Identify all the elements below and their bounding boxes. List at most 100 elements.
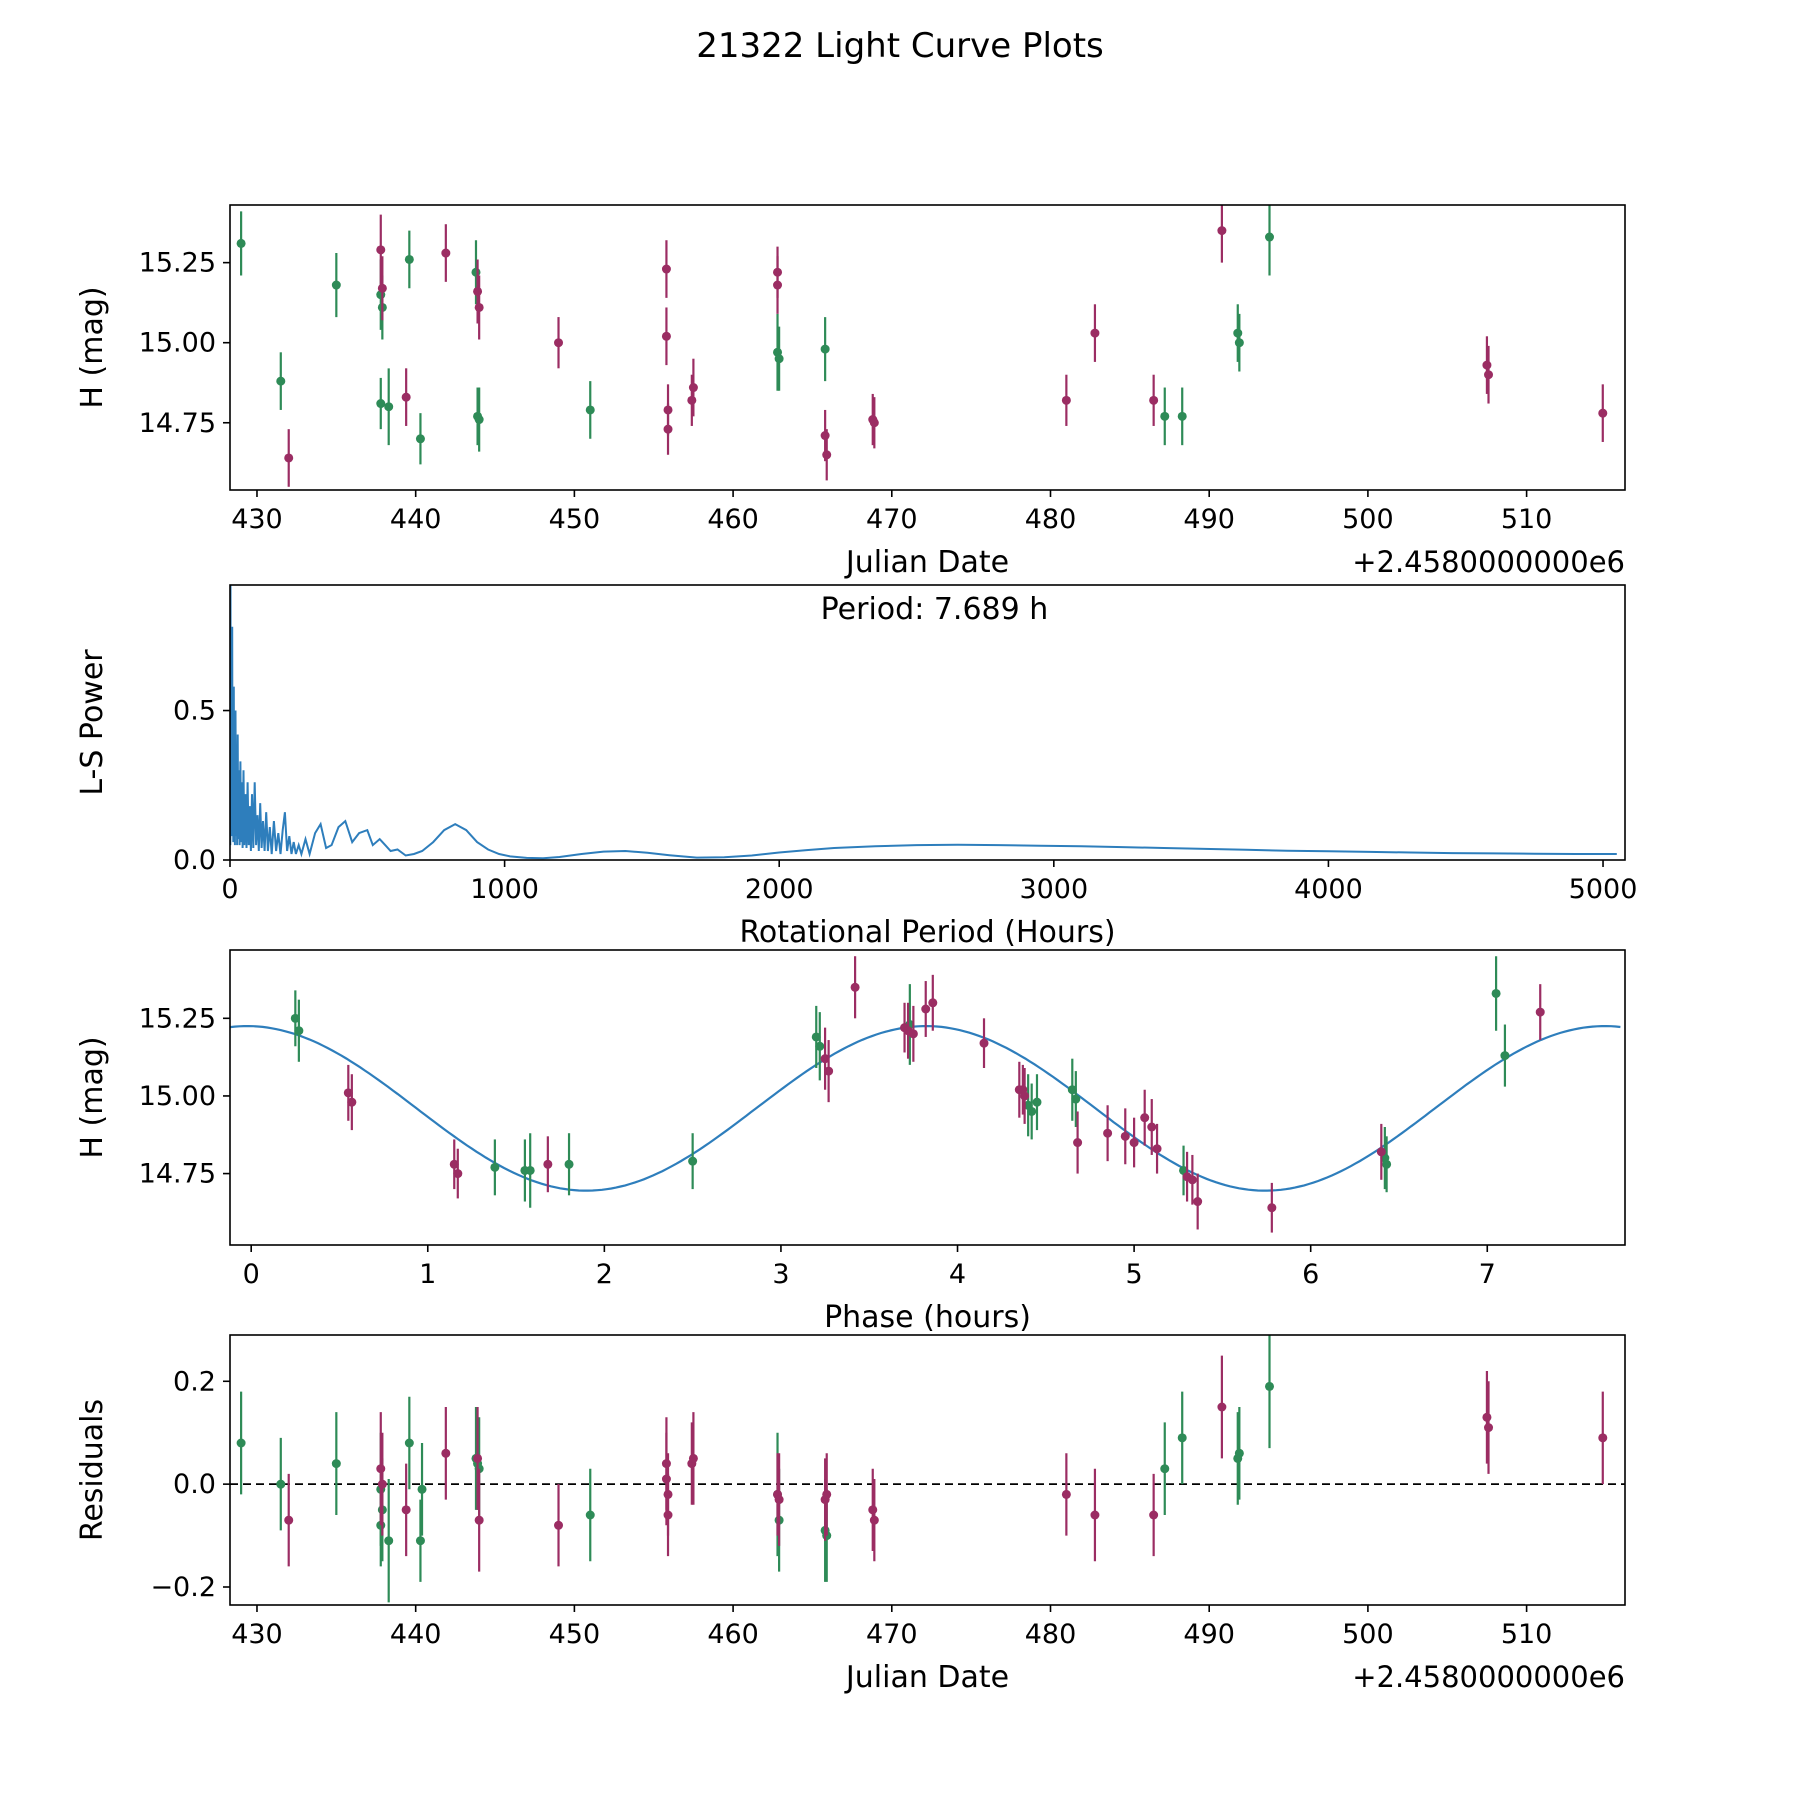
data-point (401, 1505, 411, 1515)
data-point (1061, 1489, 1071, 1499)
purple-observations (343, 956, 1545, 1233)
data-point (822, 450, 832, 460)
data-point (824, 1066, 834, 1076)
x-tick-label: 470 (866, 504, 918, 535)
data-point (1090, 1510, 1100, 1520)
data-point (908, 1029, 918, 1039)
data-point (449, 1159, 459, 1169)
purple-observations (284, 205, 1608, 487)
period-annotation: Period: 7.689 h (821, 592, 1049, 627)
data-point (1234, 338, 1244, 348)
x-tick-label: 0 (243, 1259, 260, 1290)
y-tick-label: 14.75 (139, 1159, 216, 1190)
data-point (276, 376, 286, 386)
y-tick-label: 0.2 (173, 1366, 216, 1397)
phased-light-curve-plot-area (230, 956, 1621, 1233)
data-point (343, 1088, 353, 1098)
data-point (661, 331, 671, 341)
data-point (688, 1156, 698, 1166)
data-point (331, 280, 341, 290)
x-axis-offset-label: +2.4580000000e6 (1352, 1660, 1625, 1694)
data-point (1187, 1175, 1197, 1185)
data-point (1265, 1381, 1275, 1391)
periodogram-curve (230, 585, 1617, 860)
data-point (1267, 1203, 1277, 1213)
x-tick-label: 0 (221, 874, 238, 905)
subplot-periodogram: 0 1000 2000 3000 4000 5000 0.0 0.5 Rotational Pe… (75, 584, 1638, 950)
y-tick-label: 0.5 (173, 696, 216, 727)
data-point (453, 1169, 463, 1179)
x-tick-label: 490 (1183, 1619, 1235, 1650)
data-point (1482, 360, 1492, 370)
data-point (688, 383, 698, 393)
data-point (1598, 1433, 1608, 1443)
data-point (471, 267, 481, 277)
data-point (1217, 226, 1227, 236)
data-point (1484, 370, 1494, 380)
data-point (822, 1489, 832, 1499)
data-point (1217, 1402, 1227, 1412)
x-axis-label: Phase (hours) (824, 1300, 1031, 1335)
x-tick-label: 480 (1025, 504, 1077, 535)
data-point (1233, 328, 1243, 338)
data-point (1103, 1128, 1113, 1138)
x-axis-label: Julian Date (844, 545, 1009, 580)
x-tick-label: 440 (390, 1619, 442, 1650)
data-point (1376, 1147, 1386, 1157)
data-point (663, 424, 673, 434)
x-tick-label: 4 (949, 1259, 966, 1290)
x-tick-label: 2 (596, 1259, 613, 1290)
data-point (554, 338, 564, 348)
data-point (376, 245, 386, 255)
x-tick-label: 1 (419, 1259, 436, 1290)
data-point (1061, 395, 1071, 405)
residuals-axes-frame (229, 1334, 1626, 1606)
data-point (543, 1159, 553, 1169)
x-axis-label: Rotational Period (Hours) (739, 915, 1115, 950)
data-point (869, 1515, 879, 1525)
data-point (441, 248, 451, 258)
data-point (294, 1026, 304, 1036)
x-tick-label: 490 (1183, 504, 1235, 535)
green-residuals (236, 1335, 1275, 1603)
data-point (1147, 1122, 1157, 1132)
data-point (384, 402, 394, 412)
data-point (564, 1159, 574, 1169)
data-point (1073, 1138, 1083, 1148)
data-point (820, 344, 830, 354)
data-point (1027, 1106, 1037, 1116)
data-point (290, 1013, 300, 1023)
green-observations (290, 956, 1510, 1208)
periodogram-axes-frame (229, 584, 1626, 861)
y-tick-label: 15.25 (139, 248, 216, 279)
x-tick-label: 450 (549, 1619, 601, 1650)
data-point (1090, 328, 1100, 338)
phased-light-curve-axes-frame (229, 949, 1626, 1246)
data-point (276, 1479, 286, 1489)
data-point (661, 1474, 671, 1484)
data-point (663, 1510, 673, 1520)
y-axis-label: Residuals (75, 1399, 110, 1541)
data-point (921, 1004, 931, 1014)
y-tick-label: 14.75 (139, 408, 216, 439)
data-point (401, 392, 411, 402)
data-point (820, 1054, 830, 1064)
data-point (415, 1536, 425, 1546)
data-point (331, 1459, 341, 1469)
data-point (1177, 411, 1187, 421)
data-point (377, 283, 387, 293)
data-point (1382, 1159, 1392, 1169)
x-tick-label: 460 (707, 504, 759, 535)
x-tick-label: 5000 (1569, 874, 1638, 905)
x-axis-offset-label: +2.4580000000e6 (1352, 545, 1625, 579)
data-point (811, 1032, 821, 1042)
x-tick-label: 4000 (1294, 874, 1363, 905)
data-point (1149, 1510, 1159, 1520)
data-point (1032, 1097, 1042, 1107)
data-point (1129, 1138, 1139, 1148)
x-tick-label: 510 (1501, 1619, 1553, 1650)
data-point (661, 264, 671, 274)
green-observations (236, 205, 1275, 465)
data-point (417, 1484, 427, 1494)
x-tick-label: 6 (1302, 1259, 1319, 1290)
